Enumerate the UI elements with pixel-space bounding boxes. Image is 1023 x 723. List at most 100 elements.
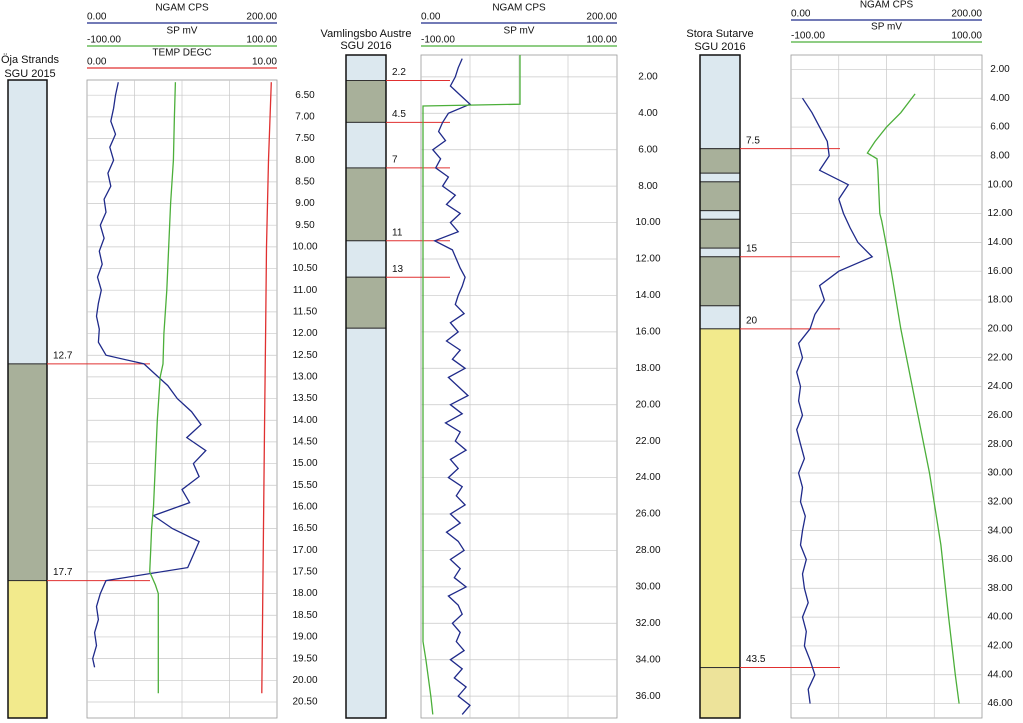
curve-max: 200.00 — [586, 12, 617, 23]
depth-label: 10.00 — [987, 179, 1012, 190]
curve-min: 0.00 — [87, 57, 107, 68]
depth-label: 6.00 — [990, 122, 1010, 133]
lithology-layer — [345, 167, 387, 242]
lithology-layer — [699, 148, 741, 174]
curve-max: 100.00 — [951, 31, 982, 42]
log-curve — [92, 82, 207, 668]
lithology-layer — [345, 121, 387, 169]
curve-min: -100.00 — [791, 31, 825, 42]
depth-label: 30.00 — [635, 581, 660, 592]
depth-label: 32.00 — [987, 496, 1012, 507]
lithology-layer — [7, 580, 48, 719]
depth-label: 8.50 — [295, 176, 315, 187]
depth-label: 26.00 — [635, 509, 660, 520]
depth-label: 16.00 — [635, 326, 660, 337]
depth-label: 14.00 — [635, 290, 660, 301]
lithology-layer — [699, 218, 741, 249]
depth-label: 22.00 — [635, 436, 660, 447]
marker-label: 2.2 — [392, 67, 406, 78]
depth-label: 44.00 — [987, 669, 1012, 680]
depth-label: 13.00 — [292, 372, 317, 383]
depth-label: 17.50 — [292, 567, 317, 578]
marker-label: 13 — [392, 264, 404, 275]
depth-label: 4.00 — [638, 108, 658, 119]
curve-max: 200.00 — [246, 12, 277, 23]
curve-min: 0.00 — [421, 12, 441, 23]
curve-min: -100.00 — [421, 35, 455, 46]
marker-label: 4.5 — [392, 109, 406, 120]
depth-label: 42.00 — [987, 641, 1012, 652]
depth-label: 14.00 — [292, 415, 317, 426]
log-curve — [796, 97, 874, 704]
log-curve — [149, 82, 177, 694]
marker-label: 43.5 — [746, 654, 766, 665]
depth-label: 10.50 — [292, 263, 317, 274]
depth-label: 18.00 — [987, 295, 1012, 306]
depth-label: 24.00 — [987, 381, 1012, 392]
curve-max: 200.00 — [951, 9, 982, 20]
depth-label: 18.50 — [292, 610, 317, 621]
depth-label: 14.00 — [987, 237, 1012, 248]
lithology-layer — [699, 210, 741, 220]
depth-label: 12.00 — [292, 328, 317, 339]
lithology-layer — [345, 54, 387, 81]
curve-name: SP mV — [167, 26, 198, 37]
curve-min: 0.00 — [791, 9, 811, 20]
depth-label: 20.00 — [987, 323, 1012, 334]
lithology-layer — [699, 667, 741, 719]
depth-label: 15.00 — [292, 458, 317, 469]
lithology-layer — [699, 256, 741, 307]
marker-label: 20 — [746, 315, 758, 326]
marker-label: 15 — [746, 243, 758, 254]
depth-label: 15.50 — [292, 480, 317, 491]
depth-label: 8.00 — [638, 181, 658, 192]
lithology-layer — [345, 80, 387, 123]
depth-label: 4.00 — [990, 93, 1010, 104]
log-curve — [422, 55, 521, 715]
depth-label: 24.00 — [635, 472, 660, 483]
well-title: SGU 2015 — [4, 68, 55, 80]
depth-label: 13.50 — [292, 393, 317, 404]
depth-label: 16.00 — [292, 502, 317, 513]
depth-label: 36.00 — [987, 554, 1012, 565]
lithology-layer — [345, 327, 387, 719]
depth-label: 17.00 — [292, 545, 317, 556]
depth-label: 11.00 — [293, 285, 318, 296]
log-curve — [866, 93, 960, 704]
curve-name: NGAM CPS — [492, 3, 546, 14]
depth-label: 14.50 — [292, 437, 317, 448]
well-title: Öja Strands — [1, 54, 60, 66]
well-title: SGU 2016 — [340, 40, 391, 52]
depth-label: 26.00 — [987, 410, 1012, 421]
depth-label: 9.00 — [295, 198, 315, 209]
depth-label: 16.00 — [987, 266, 1012, 277]
marker-label: 11 — [392, 227, 403, 238]
depth-label: 2.00 — [990, 64, 1010, 75]
log-curve — [261, 82, 272, 694]
depth-label: 28.00 — [635, 545, 660, 556]
lithology-column — [699, 54, 741, 719]
curve-name: NGAM CPS — [860, 0, 914, 11]
curve-min: 0.00 — [87, 12, 107, 23]
marker-label: 17.7 — [53, 567, 73, 578]
depth-label: 20.00 — [635, 399, 660, 410]
depth-label: 38.00 — [987, 583, 1012, 594]
depth-label: 10.00 — [635, 217, 660, 228]
lithology-layer — [699, 305, 741, 330]
depth-label: 2.00 — [638, 71, 658, 82]
lithology-column — [345, 54, 387, 719]
depth-label: 18.00 — [635, 363, 660, 374]
depth-label: 46.00 — [987, 698, 1012, 709]
depth-label: 40.00 — [987, 612, 1012, 623]
depth-label: 20.50 — [292, 697, 317, 708]
depth-label: 12.50 — [292, 350, 317, 361]
lithology-layer — [699, 181, 741, 212]
depth-label: 8.00 — [295, 155, 315, 166]
depth-label: 9.50 — [295, 220, 315, 231]
curve-max: 100.00 — [586, 35, 617, 46]
lithology-column — [7, 79, 48, 719]
lithology-layer — [7, 79, 48, 365]
depth-label: 34.00 — [635, 654, 660, 665]
depth-label: 6.00 — [638, 144, 658, 155]
well-title: SGU 2016 — [694, 41, 745, 53]
